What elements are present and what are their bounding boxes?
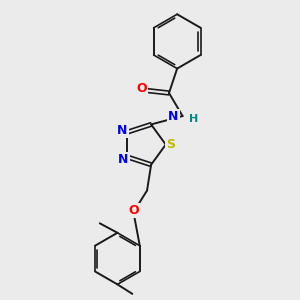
Text: N: N (168, 110, 178, 123)
Text: O: O (136, 82, 147, 95)
Text: N: N (117, 124, 128, 137)
Text: N: N (118, 153, 129, 166)
Text: O: O (128, 204, 139, 218)
Text: S: S (166, 138, 175, 151)
Text: H: H (189, 114, 198, 124)
